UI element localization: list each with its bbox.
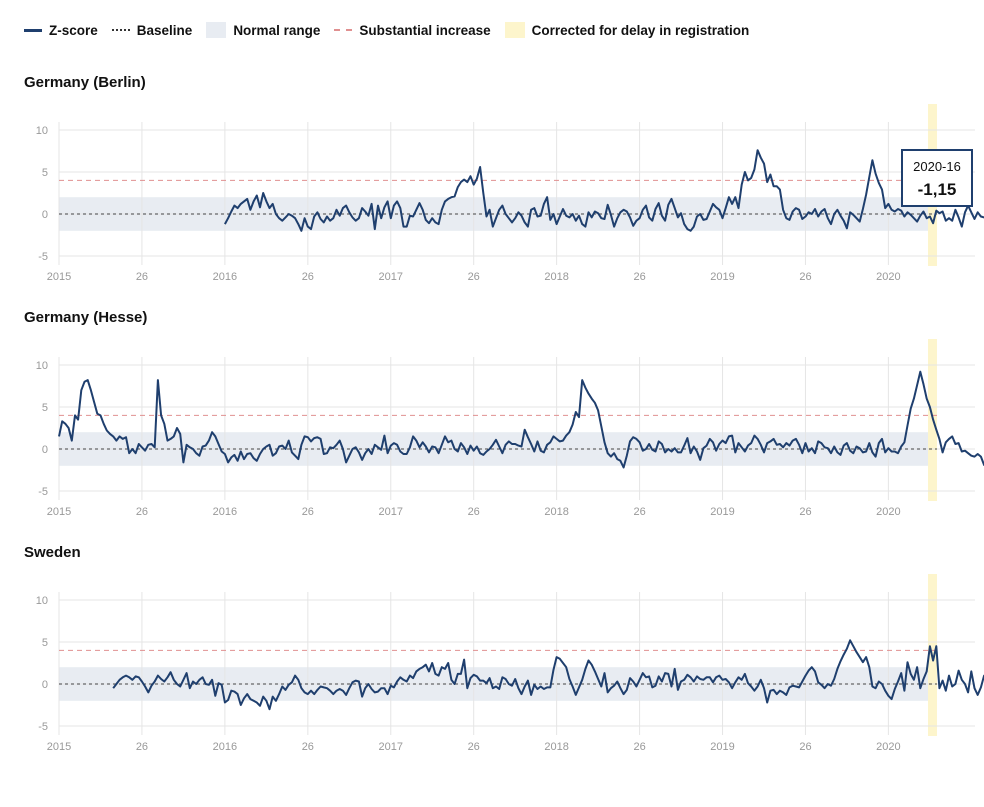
zscore-line xyxy=(112,639,984,711)
y-tick-label: 5 xyxy=(42,167,48,179)
x-tick-label: 2015 xyxy=(47,506,71,518)
legend-corrected[interactable]: Corrected for delay in registration xyxy=(504,22,750,38)
x-tick-label: 2017 xyxy=(379,741,403,753)
legend-substantial-increase[interactable]: Substantial increase xyxy=(334,22,491,38)
y-tick-label: 10 xyxy=(36,125,48,137)
x-tick-label: 2018 xyxy=(544,271,568,283)
baseline-swatch xyxy=(111,29,130,31)
chart-sweden[interactable]: -5 0 5 10 2015 26 2016 26 2017 26 2018 26 2019 26 2020 xyxy=(0,574,984,754)
x-tick-label: 2018 xyxy=(544,506,568,518)
y-tick-label: 0 xyxy=(42,679,48,691)
tooltip-date: 2020-16 xyxy=(913,159,961,174)
y-tick-label: -5 xyxy=(38,721,48,733)
x-tick-label: 26 xyxy=(799,506,811,518)
x-tick-label: 26 xyxy=(302,271,314,283)
x-tick-label: 26 xyxy=(136,506,148,518)
x-tick-label: 26 xyxy=(468,271,480,283)
legend-zscore-label: Z-score xyxy=(49,22,98,38)
panel-title-berlin: Germany (Berlin) xyxy=(24,74,146,91)
y-tick-label: 0 xyxy=(42,444,48,456)
x-tick-label: 2020 xyxy=(876,741,900,753)
x-tick-label: 26 xyxy=(136,741,148,753)
x-tick-label: 2016 xyxy=(213,271,237,283)
x-tick-label: 26 xyxy=(468,741,480,753)
x-tick-label: 2016 xyxy=(213,506,237,518)
zscore-line xyxy=(224,149,984,232)
x-tick-label: 26 xyxy=(468,506,480,518)
legend-baseline[interactable]: Baseline xyxy=(111,22,193,38)
normal-range-swatch xyxy=(206,22,227,38)
zscore-swatch xyxy=(24,28,42,32)
y-tick-label: -5 xyxy=(38,486,48,498)
y-tick-label: 5 xyxy=(42,637,48,649)
y-tick-label: -5 xyxy=(38,251,48,263)
x-tick-label: 2015 xyxy=(47,271,71,283)
x-tick-label: 2019 xyxy=(710,506,734,518)
x-tick-label: 2020 xyxy=(876,506,900,518)
x-tick-label: 26 xyxy=(633,506,645,518)
chart-berlin[interactable]: -5 0 5 10 2015 26 2016 26 2017 26 2018 26 2019 26 2020 xyxy=(0,104,984,284)
tooltip: 2020-16 -1,15 xyxy=(901,149,973,207)
x-tick-label: 2019 xyxy=(710,271,734,283)
y-tick-label: 5 xyxy=(42,402,48,414)
legend-substantial-increase-label: Substantial increase xyxy=(359,22,491,38)
legend-normal-range[interactable]: Normal range xyxy=(206,22,320,38)
x-tick-label: 26 xyxy=(799,741,811,753)
x-tick-label: 26 xyxy=(633,741,645,753)
chart-hesse[interactable]: -5 0 5 10 2015 26 2016 26 2017 26 2018 26 2019 26 2020 xyxy=(0,339,984,519)
x-tick-label: 2019 xyxy=(710,741,734,753)
x-tick-label: 2017 xyxy=(379,506,403,518)
y-tick-label: 10 xyxy=(36,360,48,372)
x-tick-label: 26 xyxy=(302,741,314,753)
corrected-swatch xyxy=(504,22,525,38)
y-tick-label: 0 xyxy=(42,209,48,221)
x-tick-label: 26 xyxy=(302,506,314,518)
x-tick-label: 2018 xyxy=(544,741,568,753)
x-tick-label: 2017 xyxy=(379,271,403,283)
legend-corrected-label: Corrected for delay in registration xyxy=(531,22,750,38)
zscore-line xyxy=(58,370,984,469)
legend-baseline-label: Baseline xyxy=(136,22,193,38)
x-tick-label: 2016 xyxy=(213,741,237,753)
x-tick-label: 26 xyxy=(799,271,811,283)
tooltip-value: -1,15 xyxy=(917,180,957,199)
legend-zscore[interactable]: Z-score xyxy=(24,23,98,38)
x-tick-label: 2015 xyxy=(47,741,71,753)
x-tick-label: 26 xyxy=(136,271,148,283)
panel-title-sweden: Sweden xyxy=(24,544,81,561)
legend: Z-score Baseline Normal range Substantia… xyxy=(24,22,753,38)
legend-normal-range-label: Normal range xyxy=(233,22,321,38)
x-tick-label: 2020 xyxy=(876,271,900,283)
substantial-increase-swatch xyxy=(334,29,353,31)
x-tick-label: 26 xyxy=(633,271,645,283)
y-tick-label: 10 xyxy=(36,595,48,607)
panel-title-hesse: Germany (Hesse) xyxy=(24,309,148,326)
